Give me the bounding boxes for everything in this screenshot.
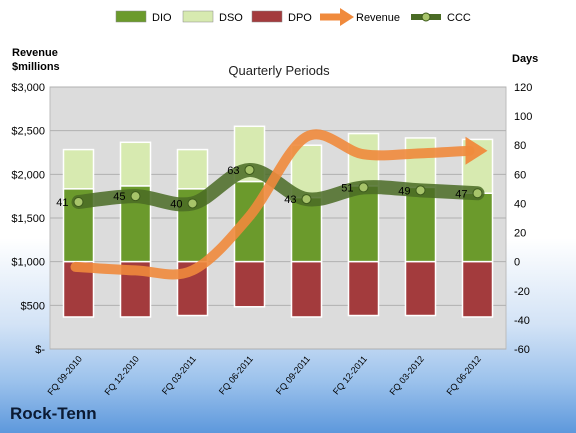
y-right-tick-label: -60 <box>514 344 530 356</box>
x-tick-label: FQ 09-2011 <box>274 354 312 397</box>
data-label-ccc: 49 <box>398 185 410 197</box>
legend-label: Revenue <box>356 12 400 24</box>
bar-dso <box>404 137 437 189</box>
bar-dpo <box>461 260 494 318</box>
y-right-tick-label: 120 <box>514 82 532 94</box>
x-tick-label: FQ 06-2011 <box>217 354 255 397</box>
y-right-tick-label: 80 <box>514 140 526 152</box>
bar-dpo <box>290 260 323 318</box>
legend-swatch <box>340 8 354 26</box>
legend: DIO DSO DPO Revenue CCC <box>115 8 471 26</box>
x-tick-label: FQ 06-2012 <box>444 354 483 397</box>
y-left-tick-label: $2,000 <box>11 169 45 181</box>
y-right-tick-label: 100 <box>514 111 532 123</box>
line-revenue <box>70 129 475 280</box>
y-right-tick-label: 60 <box>514 169 526 181</box>
legend-label: DIO <box>152 12 172 24</box>
point-ccc <box>130 191 141 202</box>
y-left-tick-label: $- <box>35 344 45 356</box>
x-tick-label: FQ 12-2011 <box>331 354 369 397</box>
brand-label: Rock-Tenn <box>10 404 97 423</box>
point-ccc <box>358 182 369 193</box>
bar-dio <box>290 196 323 263</box>
y-left-tick-label: $500 <box>21 300 45 312</box>
bar-dio <box>461 192 494 263</box>
y-right-tick-label: -20 <box>514 286 530 298</box>
y-left-tick-label: $1,000 <box>11 257 45 269</box>
data-label-ccc: 41 <box>56 197 68 209</box>
point-ccc <box>472 188 483 199</box>
y-right-tick-label: 40 <box>514 198 526 210</box>
x-tick-label: FQ 12-2010 <box>102 354 141 397</box>
bar-dso <box>62 148 95 190</box>
y-right-tick-label: 20 <box>514 228 526 240</box>
data-label-ccc: 63 <box>227 165 239 177</box>
bar-dpo <box>233 260 266 308</box>
y-left-tick-label: $3,000 <box>11 82 45 94</box>
bar-dio <box>404 186 437 263</box>
y-axis-left-label-line-2: $millions <box>12 61 60 73</box>
data-label-ccc: 47 <box>455 188 467 200</box>
point-ccc <box>244 164 255 175</box>
y-axis-left-label-line-1: Revenue <box>12 47 58 59</box>
point-ccc <box>415 185 426 196</box>
point-ccc <box>73 196 84 207</box>
data-label-ccc: 45 <box>113 191 125 203</box>
legend-swatch <box>421 12 431 22</box>
y-left-tick-label: $2,500 <box>11 126 45 138</box>
x-tick-label: FQ 03-2012 <box>387 354 426 397</box>
bar-dpo <box>347 260 380 317</box>
point-ccc <box>187 198 198 209</box>
lines: 41 45 40 63 43 51 49 47 <box>56 129 488 280</box>
legend-label: DSO <box>219 12 243 24</box>
legend-swatch <box>115 10 147 23</box>
point-ccc <box>301 194 312 205</box>
revenue-arrowhead <box>465 136 488 165</box>
x-tick-label: FQ 09-2010 <box>45 354 84 397</box>
x-tick-label: FQ 03-2011 <box>160 354 198 397</box>
y-right-tick-label: -40 <box>514 315 530 327</box>
bar-dpo <box>404 260 437 317</box>
y-left-tick-label: $1,500 <box>11 213 45 225</box>
legend-label: CCC <box>447 12 471 24</box>
bar-dso <box>119 141 152 187</box>
data-label-ccc: 40 <box>170 198 182 210</box>
bar-dso <box>176 148 209 190</box>
chart-title: Quarterly Periods <box>228 63 330 78</box>
bar-dio <box>347 185 380 263</box>
data-label-ccc: 51 <box>341 182 353 194</box>
data-label-ccc: 43 <box>284 194 296 206</box>
y-right-tick-label: 0 <box>514 257 520 269</box>
legend-swatch <box>182 10 214 23</box>
legend-label: DPO <box>288 12 312 24</box>
legend-swatch <box>251 10 283 23</box>
y-axis-right-label: Days <box>512 53 538 65</box>
